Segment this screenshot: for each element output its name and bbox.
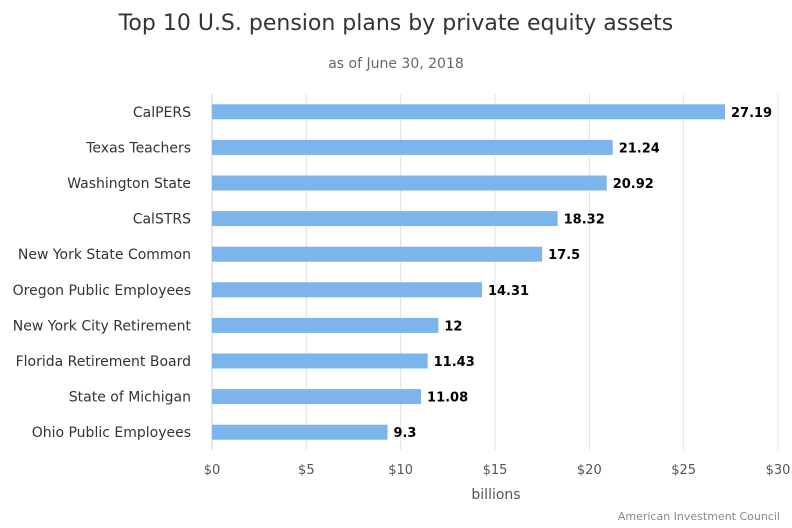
x-tick-label: $30 xyxy=(766,463,791,478)
data-label: 11.08 xyxy=(427,391,468,406)
chart-subtitle: as of June 30, 2018 xyxy=(328,56,464,72)
x-tick-labels: $0 $5 $10 $15 $20 $25 $30 xyxy=(204,463,791,478)
data-label: 27.19 xyxy=(731,106,772,121)
category-label: CalSTRS xyxy=(133,212,191,228)
data-label: 11.43 xyxy=(434,355,475,370)
x-axis-title: billions xyxy=(471,487,520,503)
data-label: 17.5 xyxy=(548,248,580,263)
data-label: 9.3 xyxy=(393,426,416,441)
data-label: 18.32 xyxy=(564,213,605,228)
data-label: 12 xyxy=(444,319,462,334)
chart-title: Top 10 U.S. pension plans by private equ… xyxy=(118,11,674,36)
bar[interactable] xyxy=(212,175,607,191)
x-tick-label: $10 xyxy=(388,463,413,478)
data-labels: 27.19 21.24 20.92 18.32 17.5 14.31 12 11.43 11.0… xyxy=(393,106,772,441)
bar[interactable] xyxy=(212,211,558,227)
category-label: New York City Retirement xyxy=(13,318,192,334)
bar[interactable] xyxy=(212,389,422,405)
x-tick-label: $5 xyxy=(298,463,315,478)
x-tick-label: $0 xyxy=(204,463,221,478)
category-label: Washington State xyxy=(67,176,191,192)
bar[interactable] xyxy=(212,353,428,369)
data-label: 21.24 xyxy=(619,141,660,156)
x-tick-label: $15 xyxy=(483,463,508,478)
x-tick-label: $25 xyxy=(671,463,696,478)
x-tick-label: $20 xyxy=(577,463,602,478)
category-label: CalPERS xyxy=(133,105,191,121)
category-label: Texas Teachers xyxy=(85,140,191,156)
bar[interactable] xyxy=(212,282,482,298)
bar[interactable] xyxy=(212,104,725,120)
bars xyxy=(212,104,725,440)
category-label: Oregon Public Employees xyxy=(13,283,191,299)
data-label: 14.31 xyxy=(488,284,529,299)
category-label: Ohio Public Employees xyxy=(32,425,191,441)
category-label: Florida Retirement Board xyxy=(16,354,191,370)
bar[interactable] xyxy=(212,139,613,155)
bar[interactable] xyxy=(212,317,439,333)
category-label: State of Michigan xyxy=(69,390,191,406)
data-label: 20.92 xyxy=(613,177,654,192)
bar[interactable] xyxy=(212,424,388,440)
category-labels: CalPERS Texas Teachers Washington State Cal… xyxy=(13,105,192,441)
credit-text[interactable]: American Investment Council xyxy=(618,510,780,523)
bar[interactable] xyxy=(212,246,543,262)
category-label: New York State Common xyxy=(18,247,191,263)
